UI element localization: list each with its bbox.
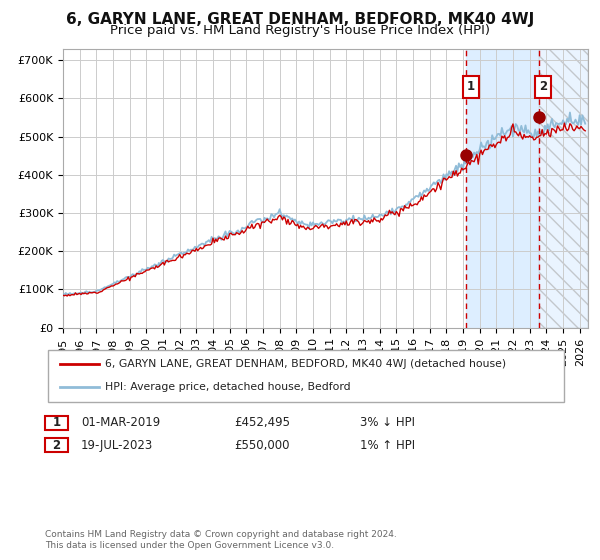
Text: 01-MAR-2019: 01-MAR-2019 — [81, 416, 160, 430]
Text: HPI: Average price, detached house, Bedford: HPI: Average price, detached house, Bedf… — [105, 382, 350, 392]
Bar — [466, 49, 539, 328]
Text: 2: 2 — [539, 81, 547, 94]
Text: 19-JUL-2023: 19-JUL-2023 — [81, 438, 153, 452]
Text: 1% ↑ HPI: 1% ↑ HPI — [360, 438, 415, 452]
Bar — [539, 49, 588, 328]
Text: 3% ↓ HPI: 3% ↓ HPI — [360, 416, 415, 430]
Text: 6, GARYN LANE, GREAT DENHAM, BEDFORD, MK40 4WJ (detached house): 6, GARYN LANE, GREAT DENHAM, BEDFORD, MK… — [105, 360, 506, 370]
Text: 1: 1 — [467, 81, 475, 94]
Text: Contains HM Land Registry data © Crown copyright and database right 2024.
This d: Contains HM Land Registry data © Crown c… — [45, 530, 397, 550]
Text: 2: 2 — [52, 438, 61, 452]
Text: Price paid vs. HM Land Registry's House Price Index (HPI): Price paid vs. HM Land Registry's House … — [110, 24, 490, 37]
Text: 6, GARYN LANE, GREAT DENHAM, BEDFORD, MK40 4WJ: 6, GARYN LANE, GREAT DENHAM, BEDFORD, MK… — [66, 12, 534, 27]
Text: £452,495: £452,495 — [234, 416, 290, 430]
Text: £550,000: £550,000 — [234, 438, 290, 452]
Text: 1: 1 — [52, 416, 61, 430]
